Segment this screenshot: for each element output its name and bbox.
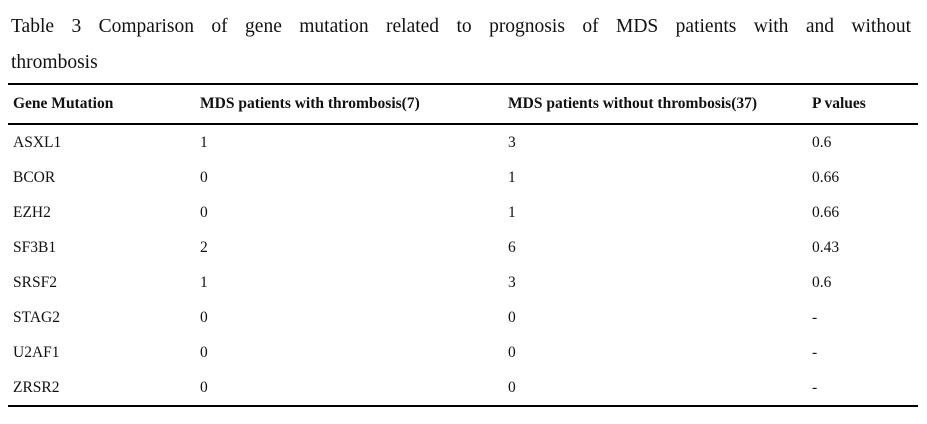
table-row: BCOR 0 1 0.66	[8, 160, 918, 195]
table-body: ASXL1 1 3 0.6 BCOR 0 1 0.66 EZH2 0 1 0.66 SF3B1 2 6 0.4…	[8, 124, 918, 406]
gene-mutation-table: Gene Mutation MDS patients with thrombosi…	[8, 83, 918, 407]
cell-p_value: 0.66	[812, 203, 840, 221]
cell-p_value: -	[812, 308, 818, 326]
table-row: ASXL1 1 3 0.6	[8, 124, 918, 160]
cell-gene: SF3B1	[13, 238, 57, 256]
column-header-p_value: P values	[807, 84, 918, 125]
cell-without_thrombosis: 3	[508, 133, 516, 151]
cell-without_thrombosis: 0	[508, 343, 516, 361]
cell-gene: EZH2	[13, 203, 51, 221]
cell-gene: SRSF2	[13, 273, 57, 291]
table-caption-line-1: Table 3 Comparison of gene mutation rela…	[11, 16, 911, 37]
cell-with_thrombosis: 1	[200, 273, 208, 291]
column-header-gene: Gene Mutation	[8, 84, 195, 125]
cell-gene: BCOR	[13, 168, 56, 186]
cell-gene: ZRSR2	[13, 378, 60, 396]
table-caption: Table 3 Comparison of gene mutation rela…	[0, 0, 927, 81]
cell-gene: ASXL1	[13, 133, 62, 151]
table-row: SRSF2 1 3 0.6	[8, 265, 918, 300]
cell-with_thrombosis: 2	[200, 238, 208, 256]
cell-with_thrombosis: 0	[200, 378, 208, 396]
cell-p_value: 0.6	[812, 273, 832, 291]
cell-p_value: 0.6	[812, 133, 832, 151]
cell-p_value: -	[812, 378, 818, 396]
cell-with_thrombosis: 0	[200, 168, 208, 186]
table-header-row: Gene Mutation MDS patients with thrombosi…	[8, 84, 918, 125]
cell-without_thrombosis: 6	[508, 238, 516, 256]
table-row: SF3B1 2 6 0.43	[8, 230, 918, 265]
cell-without_thrombosis: 1	[508, 203, 516, 221]
cell-gene: STAG2	[13, 308, 60, 326]
table-caption-line-2: thrombosis	[11, 52, 98, 73]
cell-p_value: 0.43	[812, 238, 840, 256]
cell-with_thrombosis: 0	[200, 343, 208, 361]
cell-p_value: -	[812, 343, 818, 361]
cell-with_thrombosis: 0	[200, 308, 208, 326]
table-row: U2AF1 0 0 -	[8, 335, 918, 370]
table-row: EZH2 0 1 0.66	[8, 195, 918, 230]
cell-without_thrombosis: 1	[508, 168, 516, 186]
column-header-with_thrombosis: MDS patients with thrombosis(7)	[195, 84, 503, 125]
cell-without_thrombosis: 3	[508, 273, 516, 291]
table-row: STAG2 0 0 -	[8, 300, 918, 335]
table-row: ZRSR2 0 0 -	[8, 370, 918, 406]
cell-without_thrombosis: 0	[508, 308, 516, 326]
cell-p_value: 0.66	[812, 168, 840, 186]
cell-with_thrombosis: 0	[200, 203, 208, 221]
column-header-without_thrombosis: MDS patients without thrombosis(37)	[503, 84, 807, 125]
cell-gene: U2AF1	[13, 343, 60, 361]
cell-with_thrombosis: 1	[200, 133, 208, 151]
cell-without_thrombosis: 0	[508, 378, 516, 396]
